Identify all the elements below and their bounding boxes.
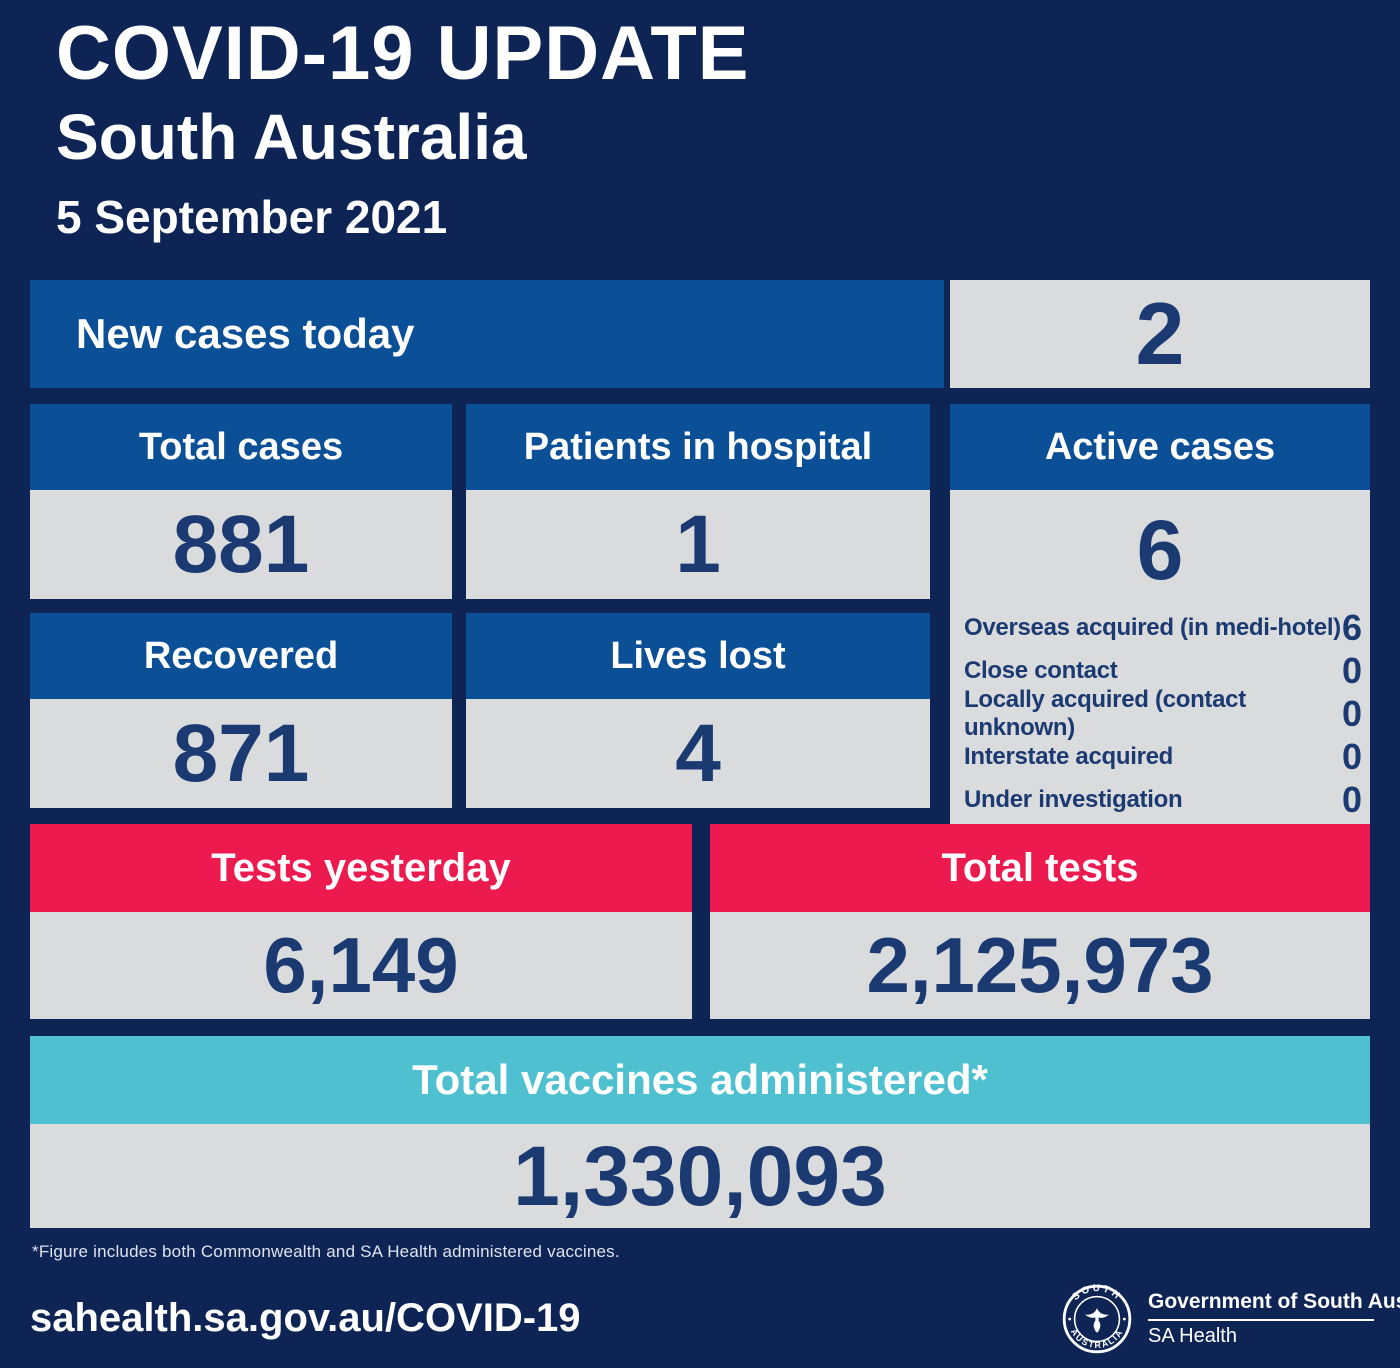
vaccines-footnote: *Figure includes both Commonwealth and S…	[32, 1242, 620, 1261]
seal-text-top: SOUTH	[1070, 1284, 1121, 1303]
active-cases-breakdown: Overseas acquired (in medi-hotel) 6 Clos…	[950, 606, 1370, 827]
government-name: Government of South Australia	[1148, 1290, 1400, 1313]
breakdown-label: Close contact	[964, 656, 1118, 684]
piping-shrike-icon	[1084, 1308, 1110, 1333]
tests-yesterday-card: Tests yesterday 6,149	[30, 824, 692, 1019]
tests-yesterday-label: Tests yesterday	[30, 824, 692, 912]
patients-in-hospital-value: 1	[466, 490, 930, 599]
lives-lost-value: 4	[466, 699, 930, 808]
active-cases-body: 6 Overseas acquired (in medi-hotel) 6 Cl…	[950, 490, 1370, 827]
sa-health-url: sahealth.sa.gov.au/COVID-19	[30, 1296, 581, 1340]
breakdown-value: 0	[1341, 735, 1362, 777]
breakdown-row-under-investigation: Under investigation 0	[964, 778, 1362, 821]
new-cases-value-box: 2	[950, 280, 1370, 388]
breakdown-row-close-contact: Close contact 0	[964, 649, 1362, 692]
svg-text:SOUTH: SOUTH	[1070, 1284, 1123, 1303]
government-brand-block: Government of South Australia SA Health	[1148, 1290, 1400, 1348]
patients-in-hospital-card: Patients in hospital 1	[466, 404, 930, 599]
tests-yesterday-value: 6,149	[30, 912, 692, 1019]
new-cases-label: New cases today	[76, 310, 415, 357]
page-title: COVID-19 UPDATE	[56, 11, 750, 96]
total-tests-value: 2,125,973	[710, 912, 1370, 1019]
vaccines-value: 1,330,093	[30, 1124, 1370, 1228]
breakdown-label: Under investigation	[964, 785, 1183, 813]
agency-name: SA Health	[1148, 1325, 1237, 1347]
total-tests-label: Total tests	[710, 824, 1370, 912]
breakdown-row-overseas: Overseas acquired (in medi-hotel) 6	[964, 606, 1362, 649]
total-cases-value: 881	[30, 490, 452, 599]
patients-in-hospital-label: Patients in hospital	[466, 404, 930, 490]
breakdown-label: Overseas acquired (in medi-hotel)	[964, 613, 1341, 641]
active-cases-card: Active cases 6 Overseas acquired (in med…	[950, 404, 1370, 827]
south-australia-seal-icon: SOUTH AUSTRALIA	[1062, 1284, 1132, 1354]
new-cases-value: 2	[1135, 284, 1185, 383]
recovered-value: 871	[30, 699, 452, 808]
breakdown-row-locally-acquired: Locally acquired (contact unknown) 0	[964, 686, 1362, 741]
report-date: 5 September 2021	[56, 191, 448, 243]
breakdown-row-interstate: Interstate acquired 0	[964, 735, 1362, 778]
recovered-card: Recovered 871	[30, 613, 452, 808]
breakdown-value: 0	[1341, 778, 1362, 820]
lives-lost-card: Lives lost 4	[466, 613, 930, 808]
breakdown-value: 6	[1341, 606, 1362, 648]
page-subtitle: South Australia	[56, 101, 527, 173]
active-cases-label: Active cases	[950, 404, 1370, 490]
total-tests-card: Total tests 2,125,973	[710, 824, 1370, 1019]
active-cases-value: 6	[1136, 502, 1184, 597]
breakdown-value: 0	[1341, 692, 1362, 734]
breakdown-label: Interstate acquired	[964, 742, 1174, 770]
breakdown-value: 0	[1341, 649, 1362, 691]
vaccines-card: Total vaccines administered* 1,330,093	[30, 1036, 1370, 1228]
breakdown-label: Locally acquired (contact unknown)	[964, 685, 1246, 741]
recovered-label: Recovered	[30, 613, 452, 699]
brand-divider	[1148, 1319, 1374, 1321]
vaccines-label: Total vaccines administered*	[30, 1036, 1370, 1124]
total-cases-card: Total cases 881	[30, 404, 452, 599]
lives-lost-label: Lives lost	[466, 613, 930, 699]
new-cases-bar: New cases today	[30, 280, 944, 388]
total-cases-label: Total cases	[30, 404, 452, 490]
